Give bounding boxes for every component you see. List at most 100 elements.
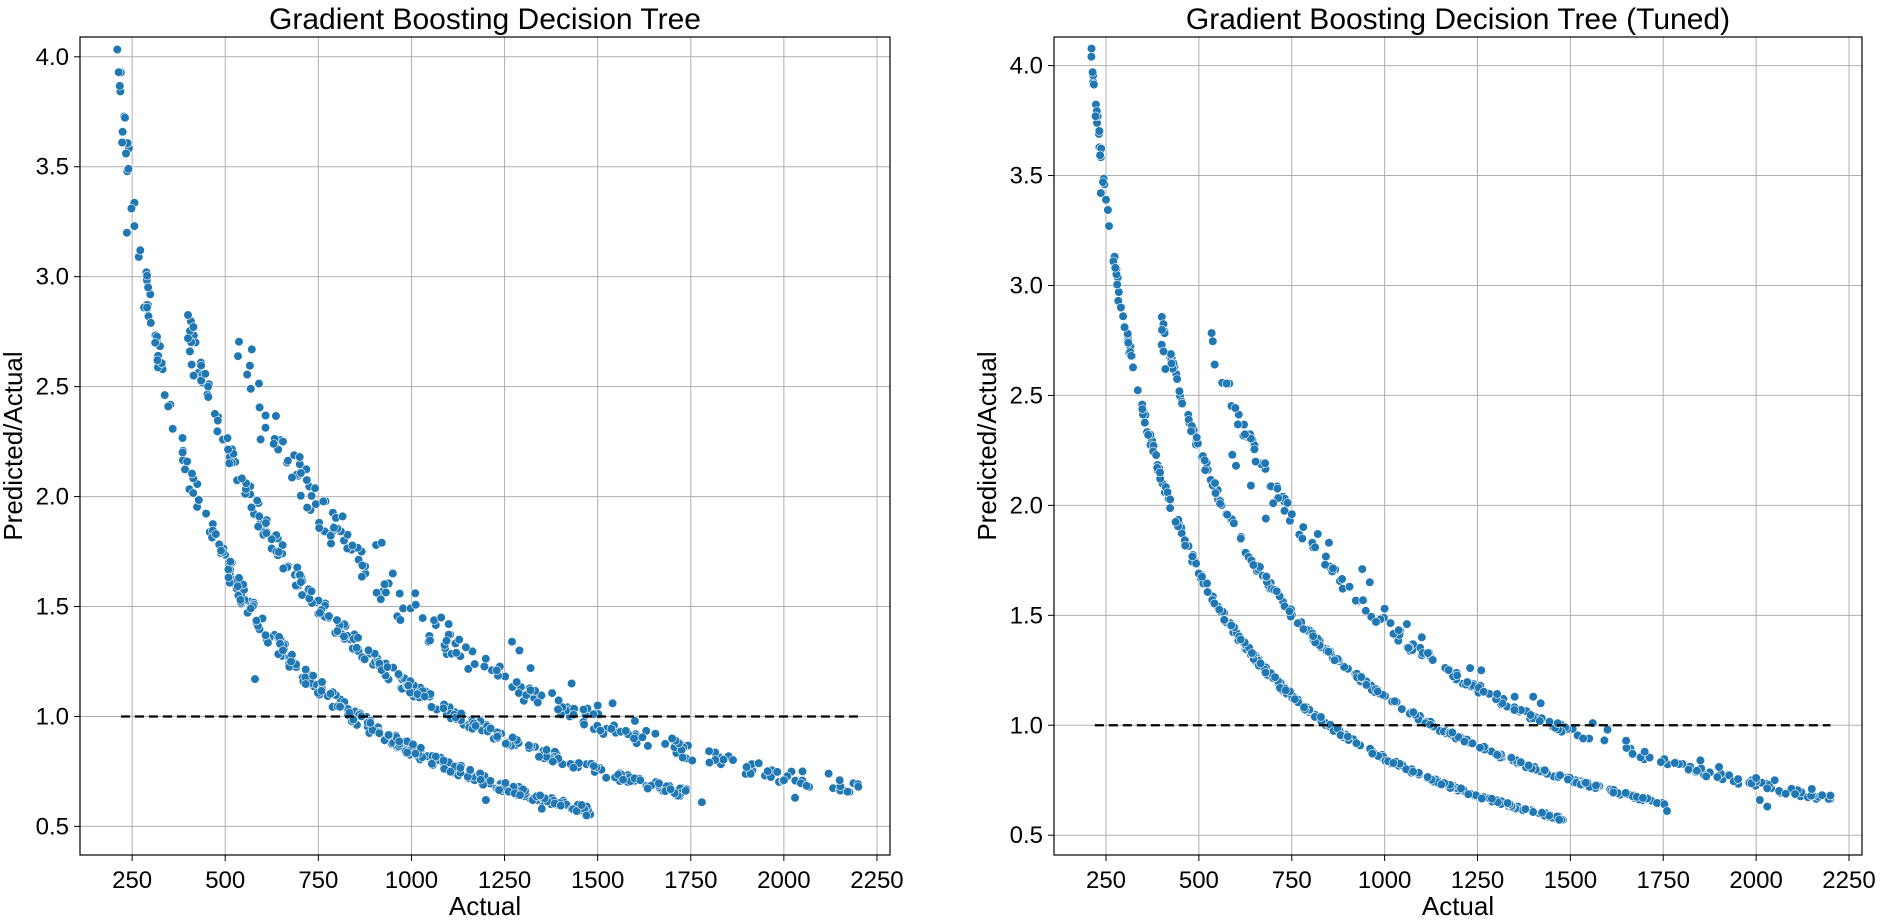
scatter-point	[467, 646, 478, 657]
scatter-point	[1358, 595, 1368, 605]
scatter-point	[225, 556, 235, 567]
scatter-point	[1249, 444, 1259, 454]
scatter-point	[1467, 738, 1477, 749]
scatter-point	[576, 800, 587, 810]
scatter-point	[704, 746, 714, 756]
scatter-point	[1516, 757, 1526, 767]
scatter-point	[1321, 551, 1331, 562]
scatter-point	[1272, 484, 1282, 494]
scatter-point	[1233, 419, 1243, 430]
scatter-point	[533, 697, 543, 708]
scatter-point	[352, 643, 362, 653]
scatter-point	[1268, 498, 1278, 508]
scatter-point	[537, 804, 547, 814]
scatter-point	[479, 661, 490, 672]
scatter-point	[1683, 764, 1694, 775]
y-tick-label: 1.5	[1010, 602, 1043, 629]
scatter-point	[1299, 702, 1309, 712]
scatter-point	[1231, 461, 1241, 471]
scatter-point	[1210, 488, 1221, 498]
scatter-point	[1095, 150, 1105, 160]
scatter-point	[425, 635, 435, 646]
scatter-point	[135, 245, 145, 255]
scatter-point	[1656, 757, 1666, 767]
scatter-point	[514, 688, 524, 698]
scatter-point	[146, 318, 156, 328]
scatter-point	[237, 473, 247, 484]
scatter-point	[1578, 733, 1588, 744]
scatter-point	[324, 611, 334, 621]
scatter-point	[1459, 736, 1469, 747]
scatter-point	[1523, 760, 1534, 771]
x-tick-label: 2250	[850, 867, 903, 894]
scatter-point	[325, 689, 336, 699]
scatter-point	[1247, 648, 1257, 658]
y-tick-label: 2.5	[36, 374, 69, 401]
scatter-point	[1297, 533, 1307, 544]
scatter-point	[514, 645, 525, 656]
scatter-point	[246, 384, 256, 394]
scatter-point	[150, 338, 160, 348]
scatter-point	[525, 685, 536, 695]
scatter-point	[286, 656, 296, 667]
scatter-point	[234, 573, 244, 583]
scatter-point	[1477, 793, 1487, 804]
scatter-point	[261, 528, 271, 538]
scatter-point	[1462, 677, 1472, 687]
scatter-point	[741, 762, 752, 772]
scatter-point	[454, 634, 464, 645]
scatter-point	[1408, 767, 1418, 777]
scatter-point	[163, 401, 173, 412]
x-tick-label: 1500	[571, 867, 624, 894]
scatter-point	[234, 337, 244, 347]
scatter-point	[1701, 771, 1711, 782]
scatter-point	[1388, 758, 1398, 768]
scatter-point	[1463, 789, 1473, 799]
scatter-point	[1408, 707, 1418, 717]
scatter-point	[1298, 624, 1308, 634]
scatter-point	[203, 392, 213, 402]
scatter-point	[678, 752, 688, 763]
scatter-point	[1160, 364, 1170, 374]
scatter-point	[589, 761, 599, 771]
scatter-point	[665, 784, 676, 794]
scatter-point	[1621, 788, 1631, 798]
scatter-point	[395, 615, 406, 625]
scatter-point	[746, 769, 756, 779]
scatter-point	[606, 724, 616, 734]
scatter-point	[801, 781, 812, 791]
scatter-point	[1402, 619, 1412, 629]
scatter-point	[332, 615, 342, 625]
scatter-point	[1640, 747, 1650, 757]
scatter-point	[426, 702, 437, 712]
scatter-point	[1351, 738, 1361, 748]
scatter-point	[455, 763, 465, 773]
scatter-point	[223, 564, 233, 575]
scatter-point	[260, 423, 271, 433]
x-tick-labels: 250 500 750 1000 1250 1500 1750 2000 2250	[112, 855, 904, 894]
scatter-point	[643, 783, 653, 794]
scatter-point	[1219, 615, 1229, 625]
scatter-point	[1119, 322, 1130, 332]
scatter-point	[1118, 311, 1128, 321]
scatter-point	[1284, 606, 1295, 616]
x-tick-label: 2000	[757, 867, 810, 894]
scatter-point	[295, 452, 305, 462]
scatter-point	[301, 679, 311, 689]
scatter-point	[256, 434, 266, 445]
scatter-point	[254, 511, 264, 521]
scatter-point	[121, 148, 131, 159]
y-tick-label: 2.0	[1010, 492, 1043, 519]
scatter-point	[224, 458, 234, 468]
scatter-point	[842, 787, 853, 797]
scatter-point	[1536, 698, 1546, 708]
scatter-point	[1695, 755, 1705, 766]
scatter-point	[1177, 398, 1187, 409]
scatter-point	[1394, 625, 1404, 635]
scatter-point	[253, 521, 263, 532]
scatter-point	[1103, 205, 1113, 215]
scatter-point	[1293, 618, 1303, 628]
scatter-point	[1226, 620, 1236, 631]
scatter-point	[492, 665, 502, 676]
